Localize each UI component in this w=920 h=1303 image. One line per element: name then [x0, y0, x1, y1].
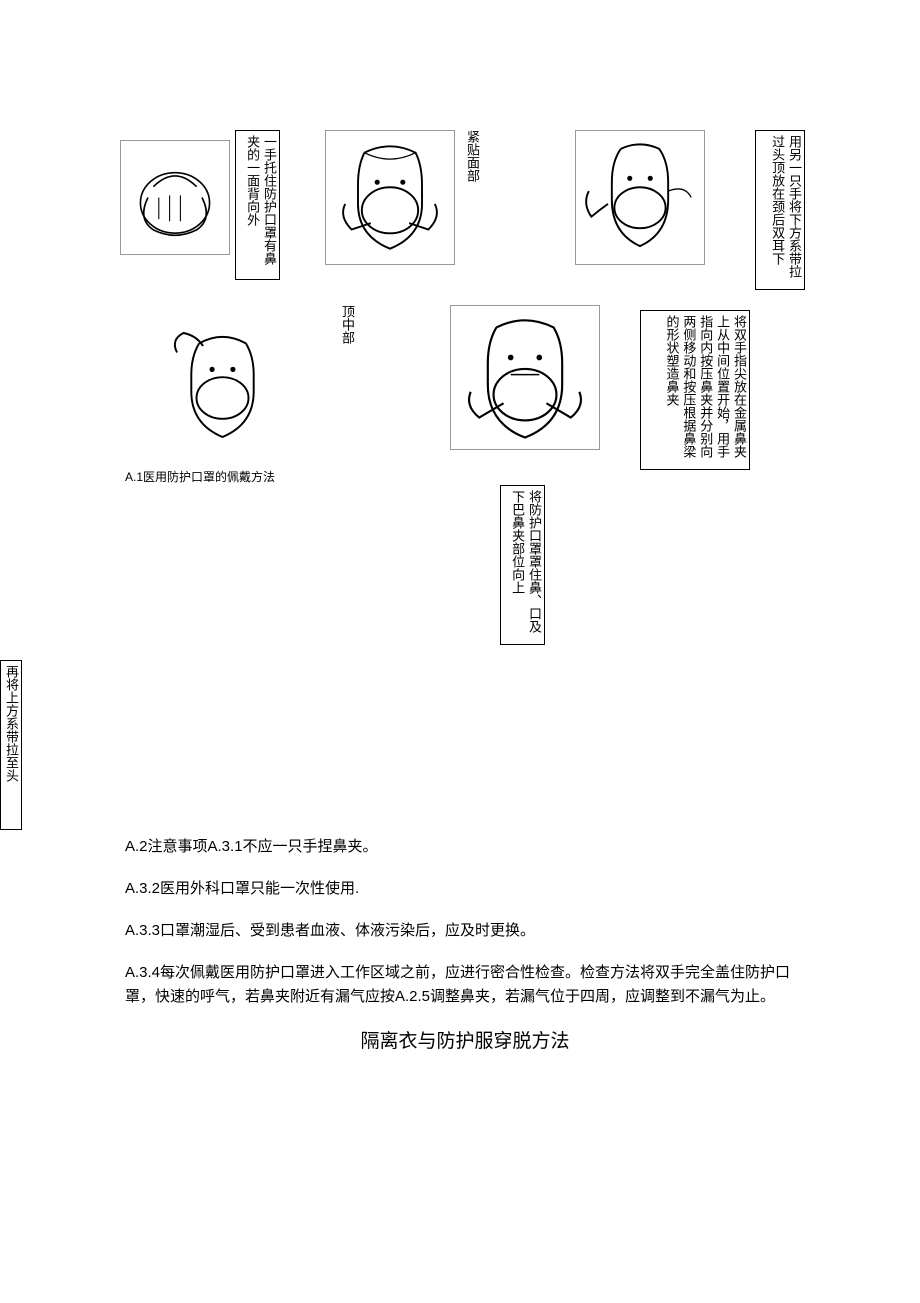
- figure-strap-behind: [575, 130, 705, 265]
- note-a33: A.3.3口罩潮湿后、受到患者血液、体液污染后，应及时更换。: [125, 919, 805, 943]
- caption-step-4: 顶中部: [335, 305, 355, 365]
- note-a32: A.3.2医用外科口罩只能一次性使用.: [125, 877, 805, 901]
- caption-step-2: 紧贴面部: [460, 130, 480, 200]
- nose-clip-icon: [451, 306, 599, 449]
- caption-step-5: 将双手指尖放在金属鼻夹上从中间位置开始，用手指向内按压鼻夹并分别向两侧移动和按压…: [640, 310, 750, 470]
- float-caption-center: 将防护口罩罩住鼻、口及下巴鼻夹部位向上: [500, 485, 545, 645]
- figure-nose-clip: [450, 305, 600, 450]
- face-mask-icon: [326, 131, 454, 264]
- mask-hand-icon: [121, 141, 229, 254]
- instruction-row-1: 一手托住防护口罩有鼻夹的一面背向外 紧贴面部 用另一只手将下方系带拉过头顶放在颈…: [120, 130, 805, 290]
- figure-hold-mask: [120, 140, 230, 255]
- figure-caption-text: A.1医用防护口罩的佩戴方法: [125, 468, 275, 485]
- caption-step-3: 用另一只手将下方系带拉过头顶放在颈后双耳下: [755, 130, 805, 290]
- strap-icon: [576, 131, 704, 264]
- caption-step-1: 一手托住防护口罩有鼻夹的一面背向外: [235, 130, 280, 280]
- section-title: 隔离衣与防护服穿脱方法: [125, 1027, 805, 1057]
- instruction-row-2: 顶中部 将双手指尖放在金属鼻夹上从中间位置开始，用手指向内按压鼻夹并分别向两侧移…: [155, 305, 805, 470]
- figure-face-mask: [325, 130, 455, 265]
- float-caption-left: 再将上方系带拉至头: [0, 660, 22, 830]
- notes-section: A.2注意事项A.3.1不应一只手捏鼻夹。 A.3.2医用外科口罩只能一次性使用…: [125, 835, 805, 1057]
- top-strap-icon: [155, 320, 290, 450]
- note-a31: A.2注意事项A.3.1不应一只手捏鼻夹。: [125, 835, 805, 859]
- note-a34: A.3.4每次佩戴医用防护口罩进入工作区域之前，应进行密合性检查。检查方法将双手…: [125, 961, 805, 1009]
- figure-top-strap: [155, 320, 290, 450]
